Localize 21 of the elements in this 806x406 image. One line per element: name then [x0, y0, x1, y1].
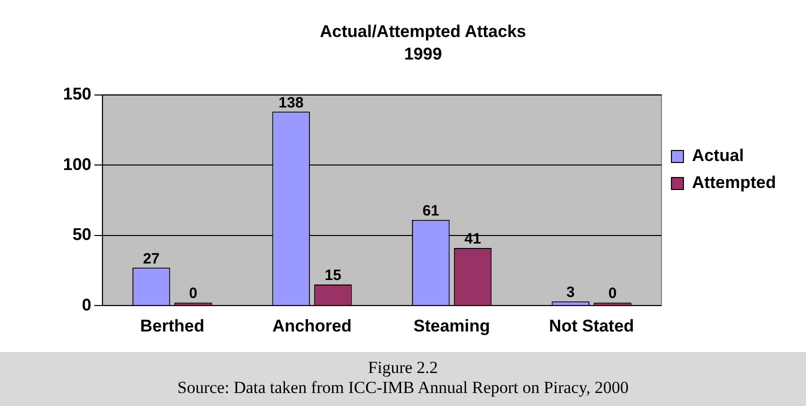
- caption: Figure 2.2: [367, 358, 439, 378]
- x-tick-label: Berthed: [140, 316, 204, 336]
- data-label: 61: [422, 202, 440, 220]
- y-tick-label: 50: [72, 225, 92, 244]
- data-label: 15: [324, 267, 342, 284]
- legend-label: Attempted: [692, 173, 776, 192]
- data-label: 138: [278, 94, 304, 112]
- data-label: 27: [142, 250, 160, 268]
- x-tick-label: Steaming: [414, 316, 490, 336]
- data-label: 0: [608, 285, 617, 302]
- chart-subtitle: 1999: [404, 44, 442, 64]
- data-label: 0: [189, 285, 198, 302]
- y-tick-label: 100: [62, 154, 92, 174]
- y-tick-label: 0: [82, 295, 92, 314]
- data-label: 3: [566, 284, 575, 302]
- y-tick-label: 150: [62, 84, 92, 104]
- source-note: Source: Data taken from ICC-IMB Annual Report on Piracy, 2000: [176, 378, 630, 398]
- x-tick-label: Not Stated: [549, 316, 634, 336]
- chart-title: Actual/Attempted Attacks: [320, 22, 526, 41]
- x-tick-label: Anchored: [272, 316, 352, 336]
- legend-label: Actual: [692, 146, 744, 166]
